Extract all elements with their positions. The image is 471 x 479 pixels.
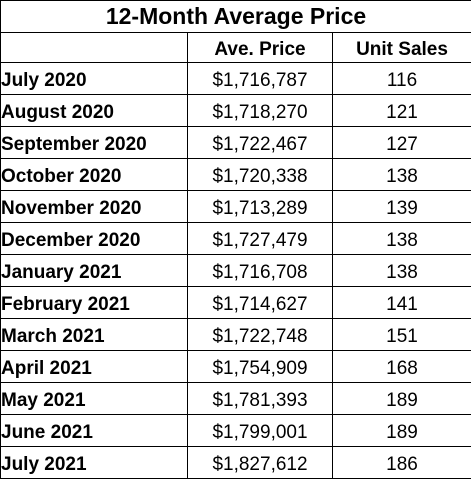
price-cell: $1,713,289	[188, 191, 333, 223]
month-cell: March 2021	[1, 319, 188, 351]
sales-cell: 127	[333, 127, 471, 159]
sales-cell: 138	[333, 255, 471, 287]
sales-cell: 138	[333, 159, 471, 191]
month-cell: September 2020	[1, 127, 188, 159]
sales-cell: 189	[333, 415, 471, 447]
header-row: Ave. Price Unit Sales	[1, 33, 471, 63]
sales-cell: 121	[333, 95, 471, 127]
price-cell: $1,781,393	[188, 383, 333, 415]
price-cell: $1,727,479	[188, 223, 333, 255]
title-row: 12-Month Average Price	[1, 1, 471, 33]
price-cell: $1,754,909	[188, 351, 333, 383]
sales-cell: 116	[333, 63, 471, 95]
sales-cell: 139	[333, 191, 471, 223]
sales-cell: 141	[333, 287, 471, 319]
price-cell: $1,827,612	[188, 447, 333, 479]
month-cell: July 2021	[1, 447, 188, 479]
price-cell: $1,716,708	[188, 255, 333, 287]
price-cell: $1,714,627	[188, 287, 333, 319]
sales-cell: 138	[333, 223, 471, 255]
price-cell: $1,722,467	[188, 127, 333, 159]
month-cell: January 2021	[1, 255, 188, 287]
column-header-month	[1, 33, 188, 63]
month-cell: December 2020	[1, 223, 188, 255]
table-title: 12-Month Average Price	[1, 1, 471, 33]
month-cell: August 2020	[1, 95, 188, 127]
price-cell: $1,718,270	[188, 95, 333, 127]
sales-cell: 151	[333, 319, 471, 351]
month-cell: February 2021	[1, 287, 188, 319]
price-cell: $1,716,787	[188, 63, 333, 95]
month-cell: April 2021	[1, 351, 188, 383]
sales-cell: 168	[333, 351, 471, 383]
sales-cell: 189	[333, 383, 471, 415]
column-header-price: Ave. Price	[188, 33, 333, 63]
month-cell: July 2020	[1, 63, 188, 95]
month-cell: June 2021	[1, 415, 188, 447]
column-header-sales: Unit Sales	[333, 33, 471, 63]
sales-cell: 186	[333, 447, 471, 479]
price-cell: $1,799,001	[188, 415, 333, 447]
month-cell: November 2020	[1, 191, 188, 223]
price-cell: $1,722,748	[188, 319, 333, 351]
price-cell: $1,720,338	[188, 159, 333, 191]
month-cell: May 2021	[1, 383, 188, 415]
month-cell: October 2020	[1, 159, 188, 191]
